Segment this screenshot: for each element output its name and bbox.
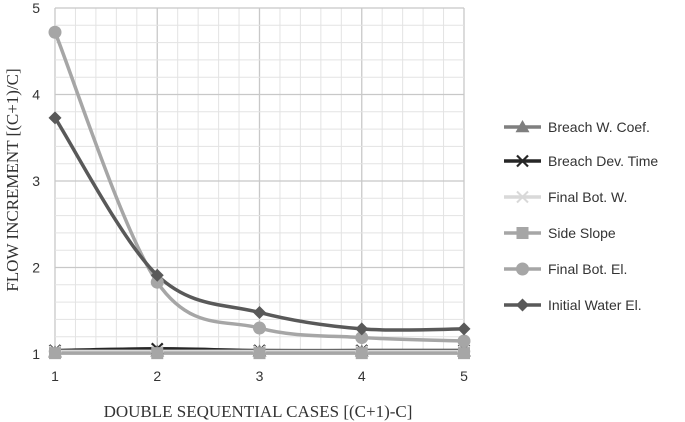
series-marker: [48, 111, 62, 125]
series-marker: [253, 347, 266, 360]
legend-item: Side Slope: [504, 225, 616, 241]
legend-marker: [515, 190, 530, 204]
legend-marker: [516, 154, 529, 168]
legend-marker: [515, 120, 530, 133]
legend: Breach W. Coef. Breach Dev. Time Final Bot…: [504, 119, 658, 313]
legend-label: Breach W. Coef.: [548, 119, 650, 135]
x-tick-label: 1: [51, 368, 59, 384]
series-line: [53, 30, 466, 343]
legend-label: Breach Dev. Time: [548, 153, 658, 169]
series-marker: [151, 347, 164, 360]
y-tick-label: 1: [32, 346, 40, 362]
legend-item: Initial Water El.: [504, 297, 642, 313]
legend-item: Breach Dev. Time: [504, 153, 658, 169]
x-tick-labels: 1 2 3 4 5: [51, 368, 468, 384]
series-marker: [49, 347, 61, 360]
y-tick-label: 3: [32, 173, 40, 189]
series-marker: [48, 25, 62, 39]
y-tick-label: 2: [32, 260, 40, 276]
x-tick-label: 5: [460, 368, 468, 384]
series-marker: [253, 305, 266, 319]
y-tick-label: 4: [32, 87, 40, 103]
legend-marker: [516, 227, 529, 239]
legend-item: Breach W. Coef.: [504, 119, 650, 135]
y-tick-labels: 1 2 3 4 5: [32, 0, 40, 362]
series-marker: [355, 347, 368, 360]
legend-label: Initial Water El.: [548, 297, 642, 313]
series-marker: [458, 347, 470, 360]
legend-label: Side Slope: [548, 225, 616, 241]
series-marker: [457, 334, 471, 348]
legend-item: Final Bot. El.: [504, 261, 627, 277]
x-axis-title: DOUBLE SEQUENTIAL CASES [(C+1)-C]: [104, 402, 413, 421]
legend-label: Final Bot. W.: [548, 189, 627, 205]
legend-marker: [516, 298, 529, 312]
y-tick-label: 5: [32, 0, 40, 16]
series-marker: [355, 331, 369, 345]
series-marker: [150, 268, 164, 282]
y-axis-title: FLOW INCREMENT [(C+1)/C]: [3, 68, 22, 291]
series-marker: [457, 322, 471, 336]
legend-label: Final Bot. El.: [548, 261, 627, 277]
series-marker: [150, 275, 164, 289]
x-tick-label: 4: [358, 368, 366, 384]
series-markers: [48, 25, 471, 360]
legend-item: Final Bot. W.: [504, 189, 627, 205]
grid: [54, 7, 465, 355]
legend-marker: [516, 262, 529, 276]
series-marker: [253, 321, 266, 335]
x-tick-label: 3: [256, 368, 264, 384]
x-tick-label: 2: [153, 368, 161, 384]
series-marker: [355, 322, 369, 336]
